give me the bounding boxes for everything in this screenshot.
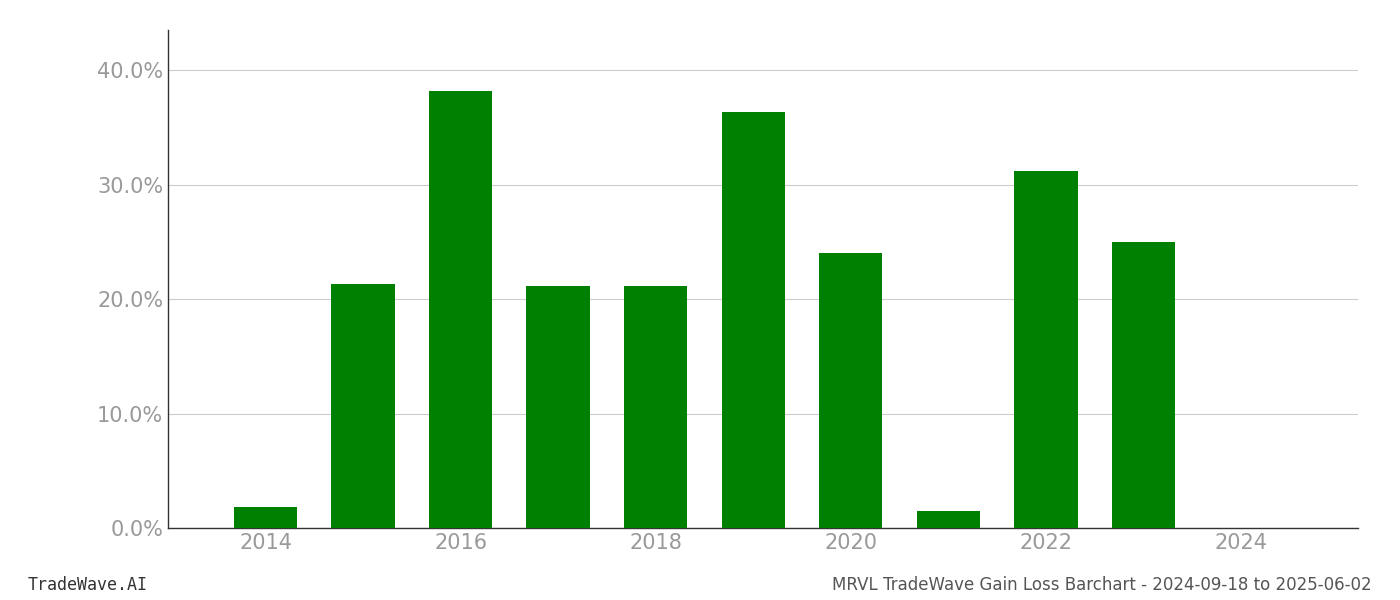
Bar: [332, 284, 395, 528]
Bar: [234, 508, 297, 528]
Bar: [526, 286, 589, 528]
Text: TradeWave.AI: TradeWave.AI: [28, 576, 148, 594]
Text: MRVL TradeWave Gain Loss Barchart - 2024-09-18 to 2025-06-02: MRVL TradeWave Gain Loss Barchart - 2024…: [833, 576, 1372, 594]
Bar: [428, 91, 493, 528]
Bar: [624, 286, 687, 528]
Bar: [1112, 242, 1175, 528]
Bar: [1014, 171, 1078, 528]
Bar: [721, 112, 785, 528]
Bar: [917, 511, 980, 528]
Bar: [819, 253, 882, 528]
